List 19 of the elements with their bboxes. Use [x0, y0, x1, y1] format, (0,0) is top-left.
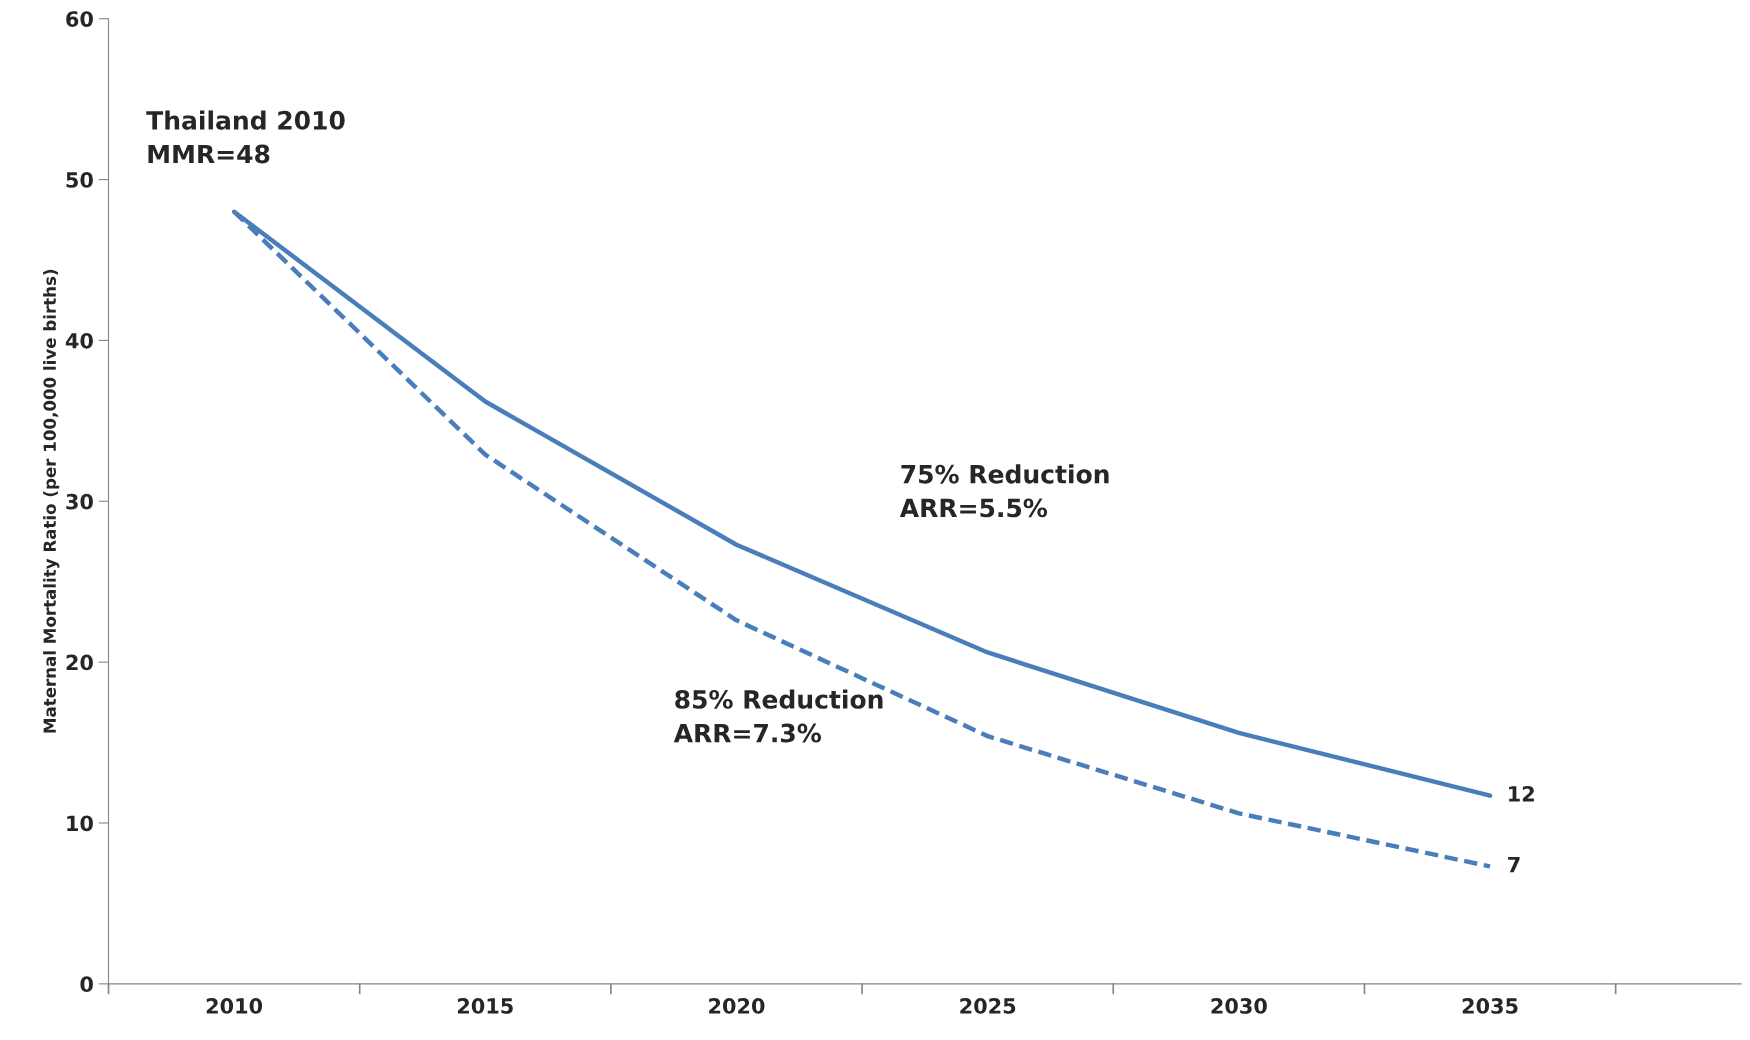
x-tick-label: 2015 — [457, 998, 513, 1014]
x-tick-label: 2010 — [206, 998, 263, 1014]
x-tick-label: 2025 — [960, 998, 1016, 1014]
x-tick-label: 2030 — [1211, 998, 1267, 1014]
y-tick-label: 10 — [67, 815, 93, 832]
annotation: 85% Reduction ARR=7.3% — [673, 689, 883, 743]
y-tick-label: 0 — [80, 976, 93, 993]
y-tick-label: 50 — [66, 172, 93, 188]
x-tick-label: 2035 — [1462, 998, 1518, 1014]
y-tick-label: 60 — [66, 11, 93, 27]
y-axis-title: Maternal Mortality Ratio (per 100,000 live births) — [43, 269, 60, 733]
y-tick-label: 40 — [65, 332, 93, 349]
annotation: 7 — [1508, 856, 1520, 873]
annotation: Thailand 2010 MMR=48 — [146, 110, 345, 164]
y-tick-label: 30 — [66, 493, 93, 510]
x-tick-label: 2020 — [709, 998, 765, 1014]
y-tick-label: 20 — [66, 654, 93, 671]
annotation: 12 — [1509, 785, 1534, 802]
annotation: 75% Reduction ARR=5.5% — [899, 464, 1109, 518]
